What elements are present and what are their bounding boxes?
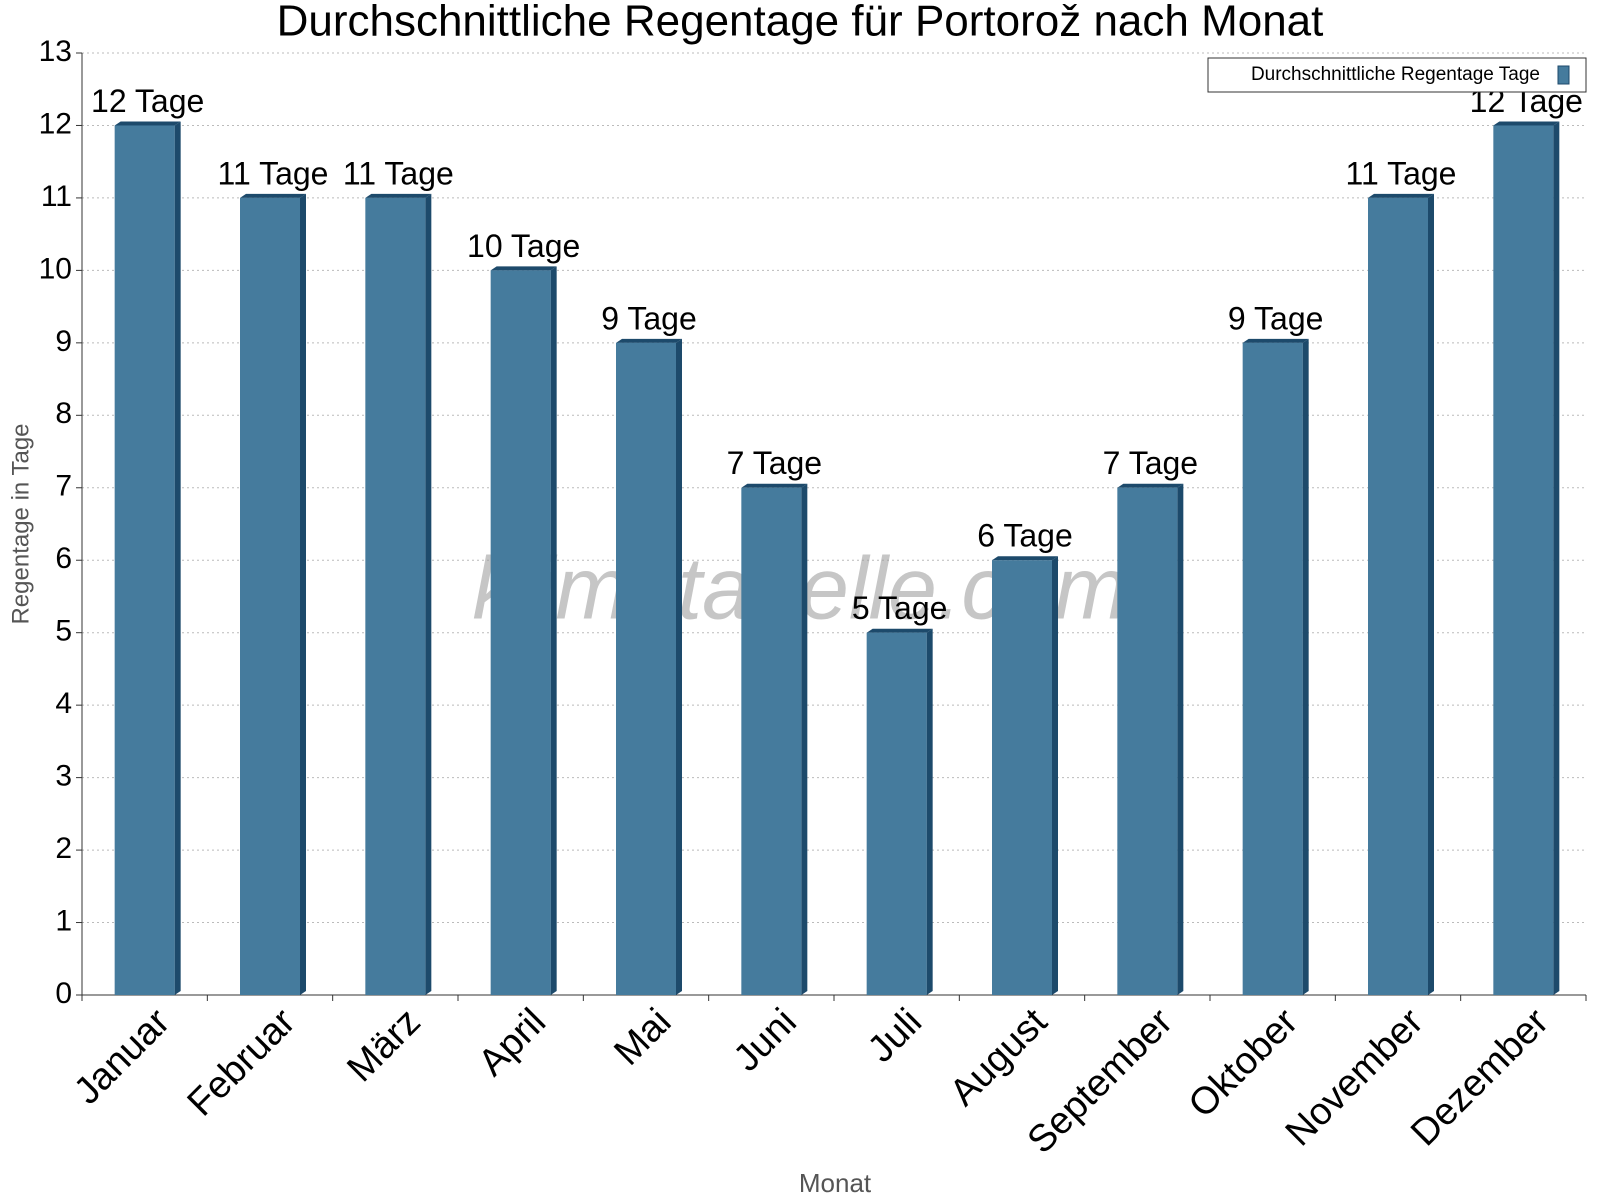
y-tick-label: 13 [39, 35, 72, 68]
bar [1493, 125, 1554, 995]
bar [992, 560, 1052, 995]
value-label: 7 Tage [727, 445, 823, 481]
bar-top [1242, 338, 1309, 343]
value-label: 9 Tage [1228, 300, 1324, 336]
y-tick-label: 1 [55, 904, 72, 937]
y-tick-label: 3 [55, 760, 72, 793]
bar [114, 125, 175, 995]
y-tick-label: 4 [55, 687, 72, 720]
bar [240, 197, 300, 995]
bar-top [1117, 483, 1184, 488]
bar [866, 632, 927, 995]
bar-side [174, 121, 181, 995]
y-tick-label: 12 [39, 107, 72, 140]
x-axis-label: Monat [799, 1168, 872, 1198]
value-label: 9 Tage [601, 300, 697, 336]
bar-side [1302, 338, 1309, 995]
bar-top [1493, 121, 1560, 126]
value-label: 11 Tage [218, 155, 329, 191]
y-tick-label: 7 [55, 470, 72, 503]
legend: Durchschnittliche Regentage Tage [1207, 57, 1587, 93]
bar-top [866, 628, 933, 633]
y-tick-label: 2 [55, 832, 72, 865]
y-tick-label: 5 [55, 615, 72, 648]
value-label: 11 Tage [343, 155, 454, 191]
bar-side [1177, 483, 1184, 995]
bar-side [1428, 193, 1434, 995]
y-tick-label: 10 [39, 252, 72, 285]
bar-top [365, 193, 432, 198]
value-label: 10 Tage [467, 228, 580, 264]
bar [1117, 487, 1178, 995]
bar-top [114, 121, 181, 126]
bar-side [300, 193, 306, 995]
value-label: 5 Tage [852, 590, 948, 626]
value-label: 7 Tage [1103, 445, 1199, 481]
bar [365, 197, 426, 995]
bar-side [926, 628, 933, 995]
y-tick-label: 11 [41, 180, 72, 213]
bar-top [1368, 193, 1434, 198]
bar [1368, 197, 1428, 995]
legend-swatch [1557, 65, 1570, 85]
value-label: 12 Tage [91, 83, 204, 119]
y-axis-label: Regentage in Tage [7, 423, 34, 624]
bar-side [1052, 556, 1058, 995]
bar [616, 342, 676, 995]
bar-top [741, 483, 808, 488]
bar-top [992, 556, 1058, 561]
bar-side [801, 483, 808, 995]
y-tick-label: 9 [55, 325, 72, 358]
bar-side [550, 266, 557, 995]
value-label: 6 Tage [977, 518, 1073, 554]
bar-side [425, 193, 432, 995]
bar [490, 270, 551, 995]
bar-side [1553, 121, 1560, 995]
bar-top [240, 193, 306, 198]
chart-title: Durchschnittliche Regentage für Portorož… [277, 0, 1324, 46]
bar-top [490, 266, 557, 271]
bar-top [616, 338, 682, 343]
bar [1242, 342, 1303, 995]
value-label: 11 Tage [1346, 155, 1457, 191]
y-tick-label: 8 [55, 397, 72, 430]
y-tick-label: 0 [55, 977, 72, 1010]
y-tick-label: 6 [55, 542, 72, 575]
bar-side [676, 338, 682, 995]
bar [741, 487, 802, 995]
legend-box [1207, 57, 1587, 93]
legend-label: Durchschnittliche Regentage Tage [1251, 64, 1540, 85]
